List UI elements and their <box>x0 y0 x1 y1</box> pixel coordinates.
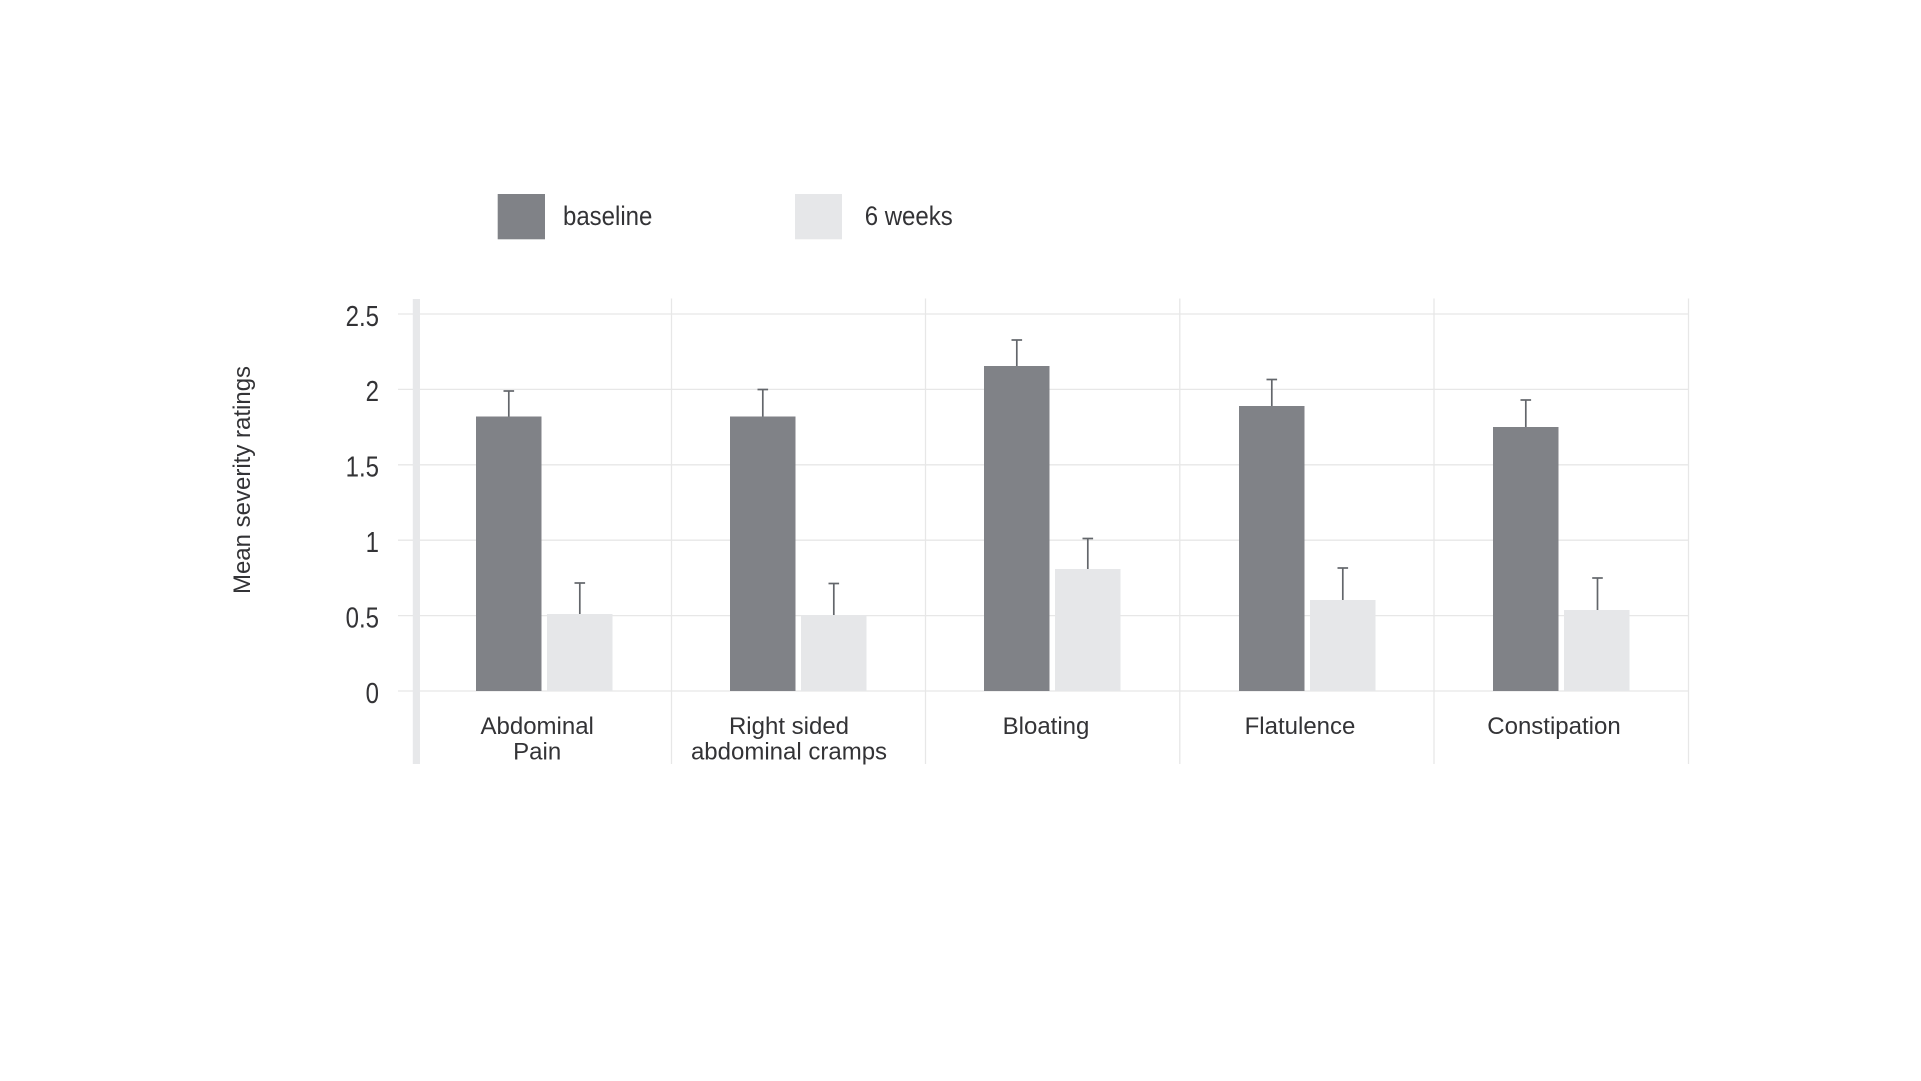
svg-text:2: 2 <box>366 375 379 408</box>
svg-text:Constipation: Constipation <box>1487 713 1620 740</box>
svg-text:1: 1 <box>366 526 379 559</box>
svg-text:baseline: baseline <box>563 202 652 232</box>
svg-text:2.5: 2.5 <box>346 300 379 333</box>
svg-text:abdominal cramps: abdominal cramps <box>691 738 887 765</box>
svg-text:Bloating: Bloating <box>1003 713 1090 740</box>
svg-text:6 weeks: 6 weeks <box>865 202 953 232</box>
svg-text:Abdominal: Abdominal <box>480 713 593 740</box>
svg-text:Flatulence: Flatulence <box>1245 713 1356 740</box>
svg-text:Pain: Pain <box>513 738 561 765</box>
svg-text:0.5: 0.5 <box>346 601 379 634</box>
svg-text:Right sided: Right sided <box>729 713 849 740</box>
svg-text:1.5: 1.5 <box>346 451 379 484</box>
svg-text:Mean severity ratings: Mean severity ratings <box>229 366 256 594</box>
svg-text:0: 0 <box>366 677 379 710</box>
